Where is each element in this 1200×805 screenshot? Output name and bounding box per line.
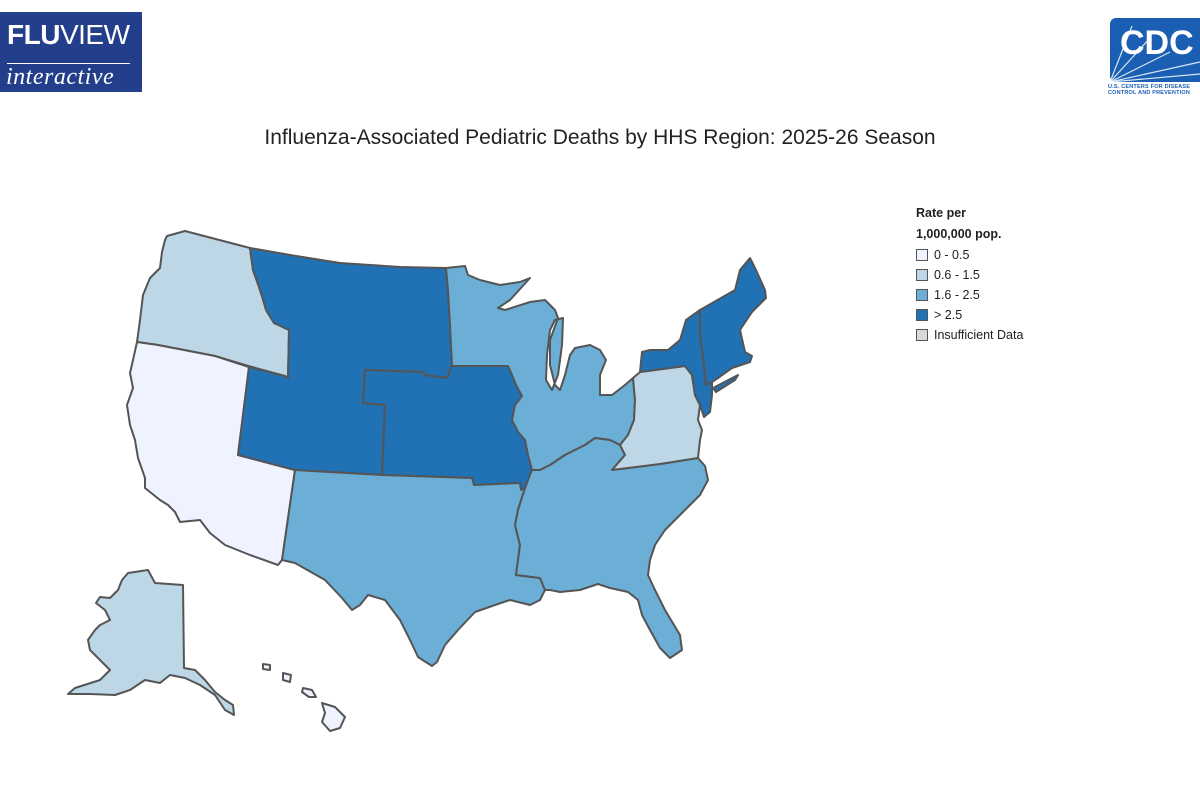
- region-6-south-central[interactable]: [281, 469, 546, 667]
- chart-title: Influenza-Associated Pediatric Deaths by…: [264, 126, 936, 149]
- region-4-southeast[interactable]: [514, 437, 709, 659]
- region-7-midwest-plains[interactable]: [362, 365, 533, 491]
- legend-swatch: [916, 309, 928, 321]
- fluview-wordmark: FLUVIEW: [7, 18, 130, 52]
- legend-label: 1.6 - 2.5: [934, 288, 980, 302]
- legend-item-0.6-1.5[interactable]: 0.6 - 1.5: [916, 265, 1036, 285]
- logo-divider: [7, 63, 130, 64]
- hawaii-island-kauai: [262, 663, 271, 671]
- legend-swatch: [916, 329, 928, 341]
- cdc-tagline-line2: CONTROL AND PREVENTION: [1108, 90, 1191, 96]
- hawaii-region-9[interactable]: [321, 702, 346, 732]
- cdc-logo-box: CDC: [1110, 18, 1200, 82]
- legend-title-line1: Rate per: [916, 206, 967, 220]
- legend-swatch: [916, 249, 928, 261]
- cdc-wordmark: CDC: [1120, 24, 1194, 62]
- alaska-region-10[interactable]: [67, 569, 235, 716]
- fluview-wordmark-bold: FLU: [7, 19, 60, 50]
- fluview-interactive-logo: FLUVIEW interactive: [0, 12, 142, 92]
- legend-item-insufficient-data[interactable]: Insufficient Data: [916, 325, 1036, 345]
- legend-label: > 2.5: [934, 308, 963, 322]
- legend-title-line2: 1,000,000 pop.: [916, 227, 1002, 241]
- legend-item-0-0.5[interactable]: 0 - 0.5: [916, 245, 1036, 265]
- hawaii-island-oahu: [282, 672, 292, 683]
- legend-item-1.6-2.5[interactable]: 1.6 - 2.5: [916, 285, 1036, 305]
- interactive-wordmark: interactive: [6, 64, 115, 90]
- map-legend: Rate per 1,000,000 pop. 0 - 0.5 0.6 - 1.…: [916, 203, 1036, 345]
- legend-label: Insufficient Data: [934, 328, 1024, 342]
- legend-label: 0 - 0.5: [934, 248, 970, 262]
- cdc-tagline: U.S. CENTERS FOR DISEASE CONTROL AND PRE…: [1108, 84, 1190, 96]
- region-5-great-lakes[interactable]: [445, 265, 636, 471]
- cdc-rays-icon: [1110, 25, 1200, 82]
- legend-item-gt-2.5[interactable]: > 2.5: [916, 305, 1036, 325]
- hawaii-island-maui: [301, 687, 317, 698]
- cdc-tagline-line1: U.S. CENTERS FOR DISEASE: [1108, 84, 1191, 90]
- legend-swatch: [916, 289, 928, 301]
- legend-label: 0.6 - 1.5: [934, 268, 980, 282]
- cdc-logo: CDC U.S. CENTERS FOR DISEASE CONTROL AND…: [1108, 17, 1200, 99]
- legend-swatch: [916, 269, 928, 281]
- long-island: [712, 374, 739, 393]
- region-1-new-england[interactable]: [699, 257, 767, 386]
- fluview-wordmark-light: VIEW: [59, 19, 130, 50]
